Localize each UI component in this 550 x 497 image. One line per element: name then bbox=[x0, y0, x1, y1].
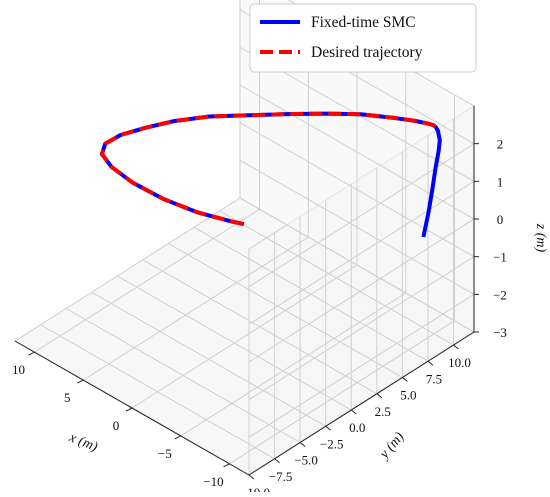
x-tick-mark bbox=[77, 379, 84, 384]
y-tick-label: 2.5 bbox=[375, 404, 391, 419]
y-tick-mark bbox=[299, 442, 306, 447]
x-tick-label: 10 bbox=[12, 362, 25, 377]
y-tick-mark bbox=[453, 344, 459, 350]
z-tick-label: −2 bbox=[493, 287, 507, 302]
legend-label-fixed-time-smc: Fixed-time SMC bbox=[311, 14, 416, 31]
z-axis-title: z (m) bbox=[533, 223, 548, 253]
x-tick-mark bbox=[125, 407, 133, 412]
y-axis-title: y (m) bbox=[376, 430, 408, 464]
y-tick-label: 0.0 bbox=[349, 420, 365, 435]
y-tick-label: −7.5 bbox=[269, 469, 293, 484]
x-tick-labels: −10 −5 0 5 10 bbox=[12, 351, 230, 489]
x-tick-mark bbox=[174, 435, 181, 440]
y-tick-label: −5.0 bbox=[294, 453, 318, 468]
y-tick-mark bbox=[248, 474, 255, 480]
y-tick-label: 5.0 bbox=[400, 388, 416, 403]
series-line-fixed-time-smc bbox=[421, 124, 442, 238]
x-axis-title: x (m) bbox=[66, 430, 100, 455]
x-tick-mark bbox=[223, 463, 230, 468]
y-tick-label: 10.0 bbox=[448, 355, 471, 370]
z-tick-label: −1 bbox=[493, 250, 507, 265]
y-tick-labels: −10.0−7.5−5.0−2.5 0.0 2.5 5.0 7.5 10.0 bbox=[240, 344, 471, 497]
x-tick-label: −10 bbox=[203, 474, 223, 489]
z-tick-label: 0 bbox=[497, 212, 504, 227]
y-tick-mark bbox=[350, 409, 357, 415]
x-tick-label: −5 bbox=[158, 446, 172, 461]
y-tick-label: −10.0 bbox=[240, 485, 270, 492]
x-tick-label: 0 bbox=[113, 418, 120, 433]
y-tick-mark bbox=[274, 458, 280, 464]
z-tick-label: 2 bbox=[497, 137, 504, 152]
y-tick-mark bbox=[402, 377, 408, 382]
series-lines bbox=[99, 111, 442, 238]
legend: Fixed-time SMC Desired trajectory bbox=[249, 3, 477, 73]
y-tick-label: 7.5 bbox=[426, 371, 442, 386]
z-tick-label: −3 bbox=[493, 325, 507, 340]
x-tick-mark bbox=[28, 351, 35, 356]
legend-label-desired-trajectory: Desired trajectory bbox=[311, 44, 423, 61]
series-line-desired-trajectory bbox=[99, 111, 437, 227]
legend-frame bbox=[249, 3, 477, 73]
y-tick-mark bbox=[376, 393, 383, 399]
x-tick-label: 5 bbox=[64, 390, 71, 405]
y-axis-line bbox=[248, 331, 475, 476]
y-tick-mark bbox=[427, 360, 434, 366]
y-tick-mark bbox=[325, 425, 332, 431]
z-tick-labels: −3 −2 −1 0 1 2 bbox=[474, 137, 507, 340]
z-tick-label: 1 bbox=[497, 174, 504, 189]
y-tick-label: −2.5 bbox=[320, 436, 344, 451]
